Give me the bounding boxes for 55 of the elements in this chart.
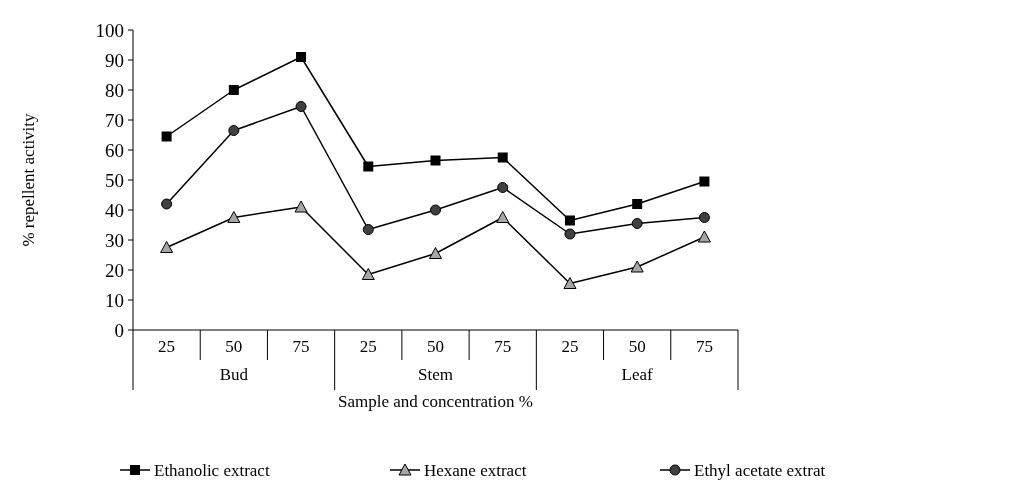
point: [362, 224, 374, 235]
point: [698, 212, 710, 223]
x-tick-label: 75: [695, 336, 713, 356]
y-tick-label: 60: [105, 139, 124, 161]
text: Leaf: [621, 364, 654, 384]
y-axis-title: % repellent activity: [19, 112, 38, 247]
point: [363, 161, 374, 172]
point: [564, 228, 576, 240]
y-tick-label: 70: [105, 109, 124, 131]
x-tick-label: 25: [359, 336, 377, 356]
point: [631, 218, 643, 229]
x-axis-title: Sample and concentration %: [338, 391, 533, 411]
point: [361, 268, 375, 280]
point: [697, 230, 711, 243]
x-tick-label: 75: [494, 336, 512, 356]
legend-label: Hexane extract: [424, 460, 527, 480]
point: [228, 85, 239, 95]
point: [228, 125, 240, 136]
point: [564, 215, 575, 226]
x-tick-label: 50: [427, 336, 444, 356]
text: Bud: [219, 364, 249, 384]
x-tick-label: 50: [628, 336, 646, 356]
y-tick-label: 90: [105, 49, 124, 71]
point: [161, 131, 172, 142]
point: [563, 277, 577, 289]
x-tick-label: 25: [158, 336, 176, 356]
y-tick-label: 30: [105, 229, 124, 251]
point: [161, 198, 173, 210]
x-tick-label: 75: [292, 336, 310, 356]
point: [496, 211, 510, 223]
text: Stem: [418, 364, 453, 384]
y-tick-label: 80: [105, 79, 124, 101]
y-tick-label: 0: [114, 319, 124, 341]
point: [699, 176, 710, 187]
point: [430, 204, 441, 216]
y-tick-label: 20: [105, 259, 124, 281]
point: [296, 52, 307, 62]
point: [160, 241, 174, 253]
y-tick-label: 100: [95, 19, 124, 41]
point: [294, 200, 308, 213]
point: [429, 247, 442, 259]
legend-label: Ethyl acetate extrat: [694, 460, 826, 480]
x-tick-label: 50: [225, 336, 243, 356]
y-tick-label: 40: [105, 199, 124, 221]
point: [430, 155, 441, 166]
point: [497, 182, 509, 193]
point: [632, 199, 643, 209]
legend-label: Ethanolic extract: [154, 460, 270, 480]
point: [227, 211, 241, 223]
y-tick-label: 10: [105, 289, 124, 311]
point: [630, 260, 644, 273]
point: [295, 101, 307, 112]
point: [497, 152, 508, 163]
x-tick-label: 25: [561, 336, 579, 356]
y-tick-label: 50: [105, 169, 124, 191]
